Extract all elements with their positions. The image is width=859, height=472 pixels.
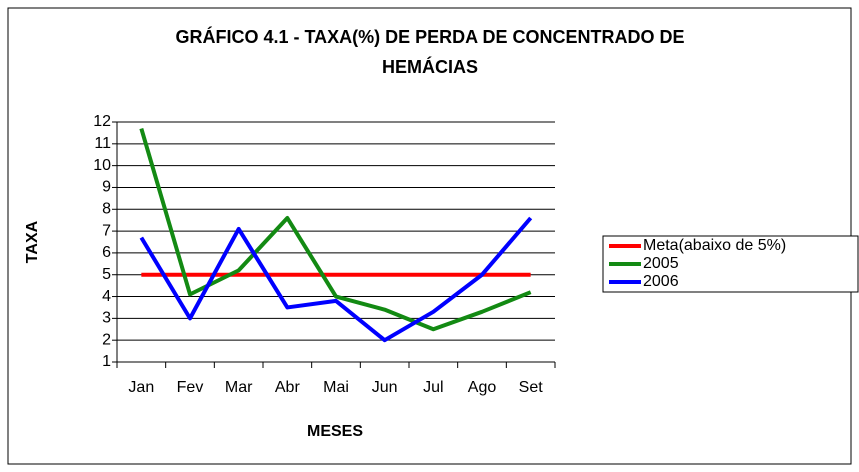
x-axis-title: MESES xyxy=(307,423,363,440)
legend-box xyxy=(602,235,859,293)
legend-label: 2006 xyxy=(643,273,679,290)
y-tick-label: 3 xyxy=(102,310,111,327)
y-tick-label: 9 xyxy=(102,179,111,196)
x-tick-label: Mai xyxy=(323,379,349,396)
x-tick-label: Jul xyxy=(423,379,443,396)
x-tick-label: Mar xyxy=(225,379,253,396)
x-tick-label: Abr xyxy=(275,379,301,396)
x-tick-label: Jan xyxy=(128,379,154,396)
x-tick-label: Jun xyxy=(372,379,398,396)
y-tick-label: 10 xyxy=(93,157,111,174)
y-tick-label: 6 xyxy=(102,244,111,261)
y-tick-label: 2 xyxy=(102,331,111,348)
x-tick-label: Fev xyxy=(177,379,204,396)
x-tick-label: Ago xyxy=(468,379,497,396)
chart-title: HEMÁCIAS xyxy=(382,56,478,77)
y-tick-label: 11 xyxy=(94,135,111,152)
legend-label: Meta(abaixo de 5%) xyxy=(643,237,786,254)
legend-label: 2005 xyxy=(643,255,679,272)
y-tick-label: 12 xyxy=(93,113,111,130)
y-axis-title: TAXA xyxy=(24,220,41,263)
x-tick-label: Set xyxy=(519,379,544,396)
y-tick-label: 8 xyxy=(102,200,111,217)
y-tick-label: 1 xyxy=(102,353,111,370)
series-line xyxy=(139,216,533,343)
chart-title: GRÁFICO 4.1 - TAXA(%) DE PERDA DE CONCEN… xyxy=(175,26,684,47)
y-tick-label: 7 xyxy=(102,222,111,239)
y-tick-label: 4 xyxy=(102,288,111,305)
y-tick-label: 5 xyxy=(102,266,111,283)
